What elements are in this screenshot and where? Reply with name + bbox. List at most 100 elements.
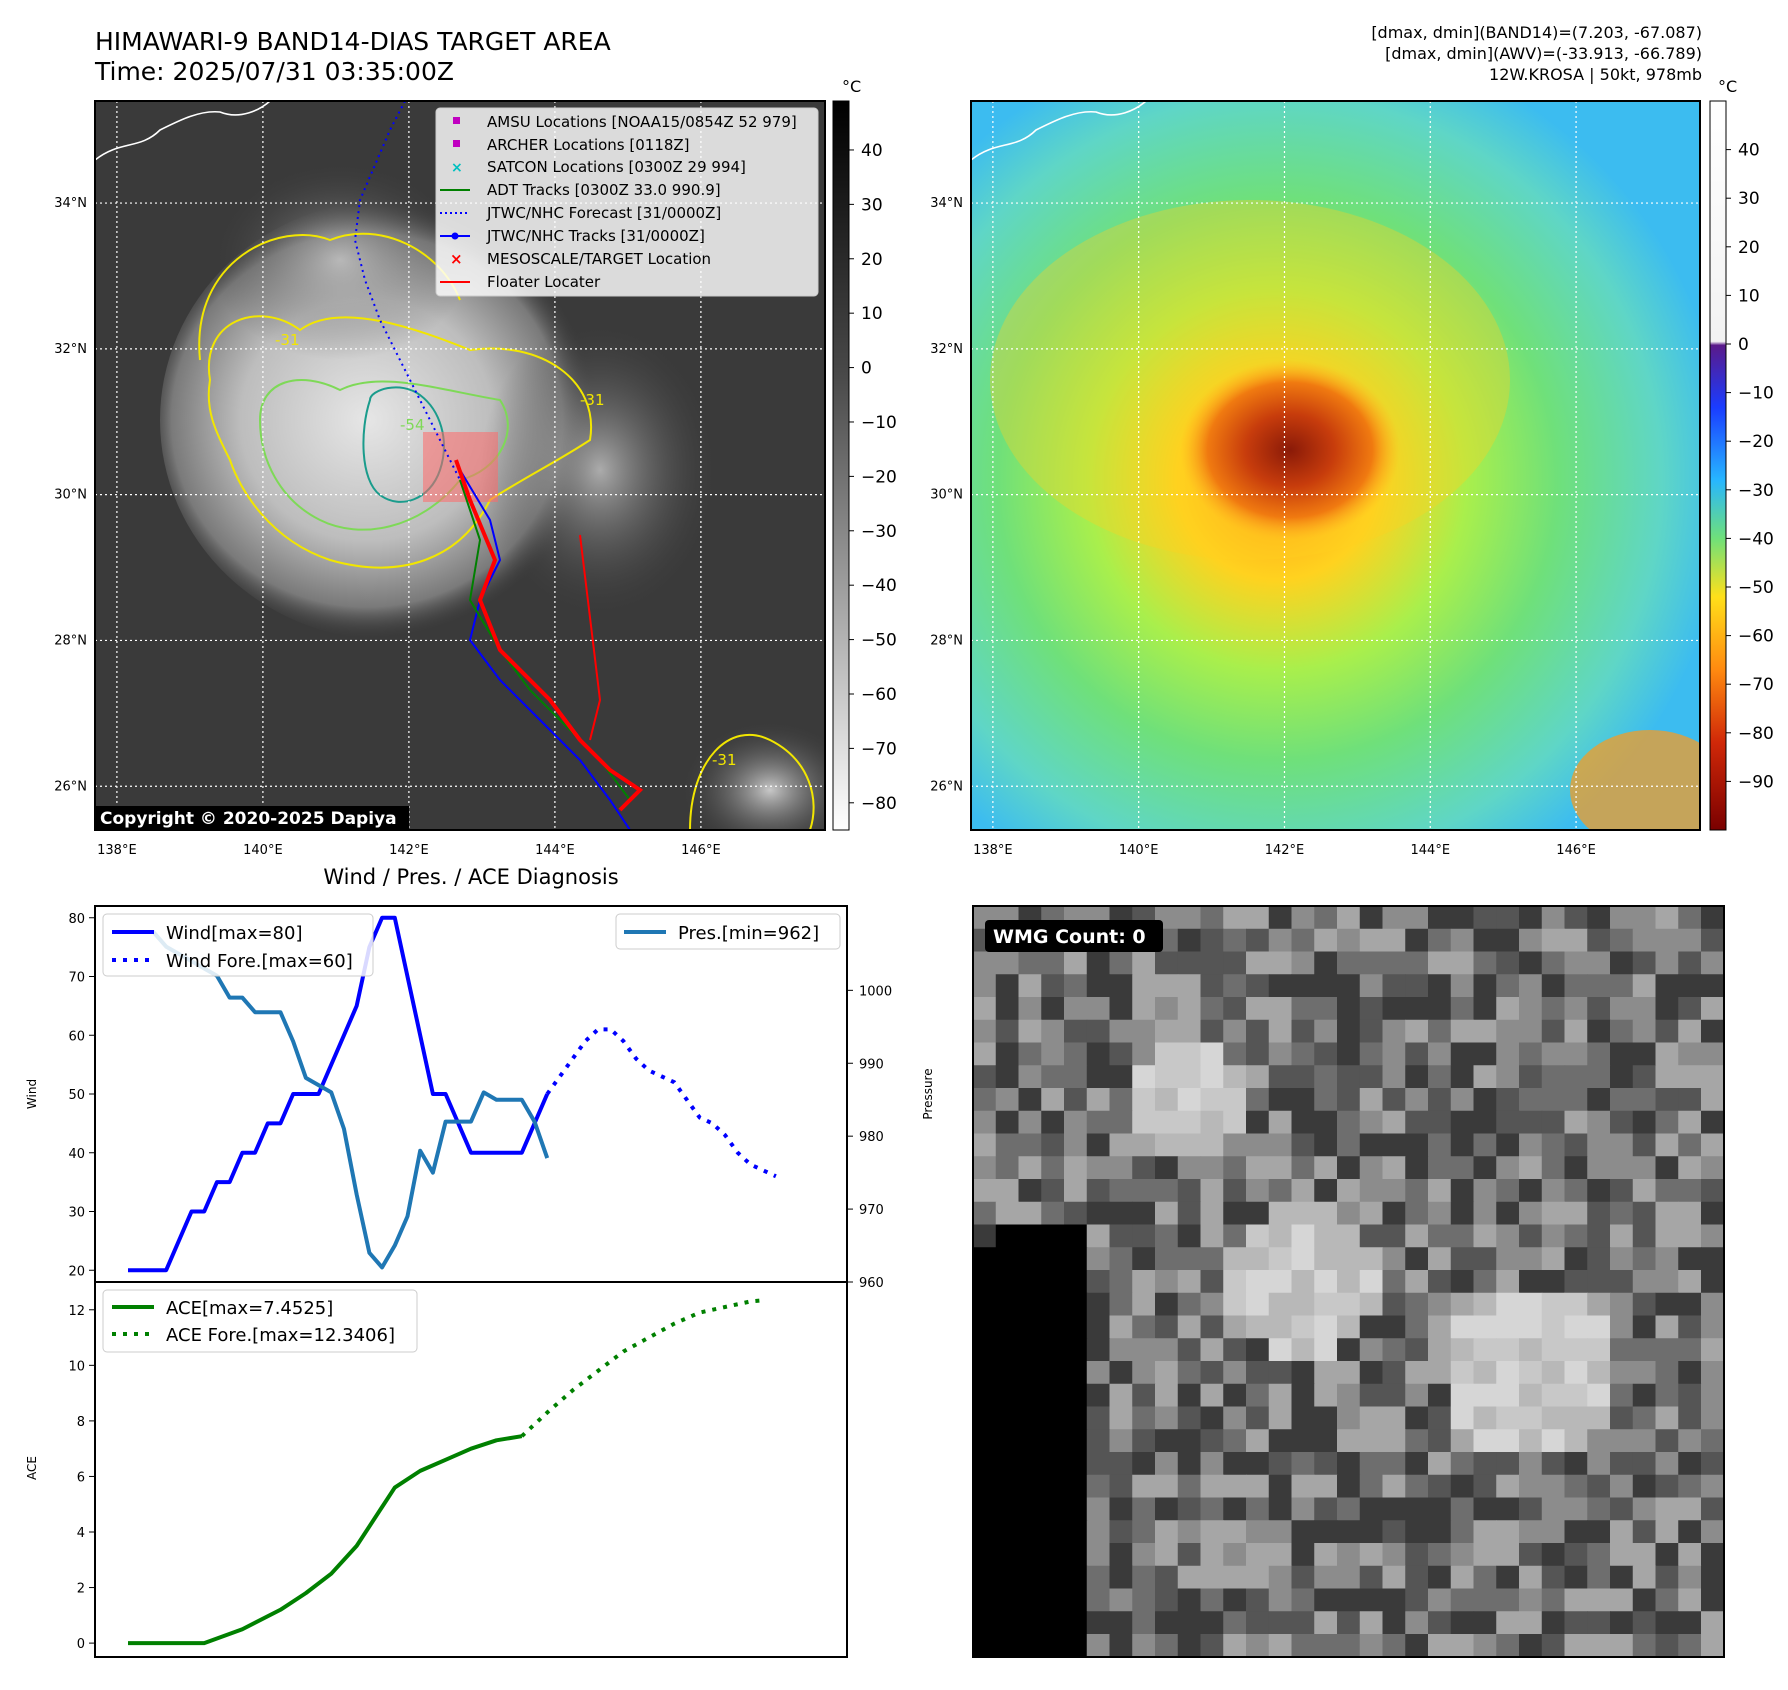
wmg-cell xyxy=(1041,1338,1065,1362)
wmg-cell xyxy=(1632,1019,1657,1044)
wmg-cell xyxy=(1587,1361,1611,1385)
wmg-cell xyxy=(1701,1156,1724,1180)
wmg-cell xyxy=(1587,1019,1611,1044)
wmg-cell xyxy=(1632,1042,1657,1066)
wmg-cell xyxy=(1359,1565,1384,1590)
wmg-cell xyxy=(1359,1520,1384,1544)
pressure-ytick-label: 960 xyxy=(859,1276,884,1291)
wmg-cell xyxy=(1610,1088,1634,1112)
wmg-cell xyxy=(1655,1474,1679,1499)
wmg-cell xyxy=(1109,1224,1133,1248)
wmg-cell xyxy=(1086,1588,1111,1612)
wmg-cell xyxy=(1268,1588,1293,1612)
wmg-frame xyxy=(972,905,1725,1658)
contour-label-4: -31 xyxy=(712,751,737,769)
wmg-cell xyxy=(1155,1429,1179,1453)
wmg-cell xyxy=(1064,997,1088,1021)
wmg-cell xyxy=(1655,1543,1679,1567)
wmg-cell xyxy=(1337,951,1361,975)
wmg-cell xyxy=(1701,1543,1724,1567)
wmg-cell xyxy=(1564,1156,1588,1180)
wmg-cell xyxy=(1291,1315,1315,1339)
wmg-cell xyxy=(1086,974,1111,998)
wmg-cell xyxy=(1337,1338,1361,1362)
wmg-cell xyxy=(1382,1588,1406,1612)
wmg-cell xyxy=(1632,1201,1657,1226)
wmg-cell xyxy=(1223,1497,1247,1521)
wmg-cell xyxy=(1200,1315,1224,1339)
wmg-cell xyxy=(1587,1497,1611,1521)
wmg-cell xyxy=(1359,1292,1384,1317)
wmg-cell xyxy=(1223,951,1247,975)
wmg-cell xyxy=(1632,1292,1657,1317)
wmg-cell xyxy=(1064,1179,1088,1203)
wmg-cell xyxy=(1041,1201,1065,1226)
wmg-cell xyxy=(1678,1361,1702,1385)
wmg-cell xyxy=(1428,1019,1452,1044)
wmg-cell xyxy=(1610,1019,1634,1044)
wmg-cell xyxy=(1314,1611,1338,1635)
contour-label-3: -31 xyxy=(580,391,605,409)
wmg-cell xyxy=(1610,1406,1634,1430)
wmg-cell xyxy=(1541,1634,1566,1657)
wmg-cell xyxy=(1314,1497,1338,1521)
wmg-cell xyxy=(1701,1497,1724,1521)
wmg-cell xyxy=(1086,1361,1111,1385)
wmg-cell xyxy=(1132,1588,1156,1612)
wmg-cell xyxy=(1678,1611,1702,1635)
wmg-cell xyxy=(1405,1110,1429,1135)
wmg-cell xyxy=(1359,1497,1384,1521)
wmg-cell xyxy=(1337,1474,1361,1499)
wmg-cell xyxy=(1405,906,1429,930)
ir-cb-tick-label: 40 xyxy=(861,141,883,161)
wmg-cell xyxy=(1155,1611,1179,1635)
wmg-cell xyxy=(995,1543,1020,1567)
wmg-cell xyxy=(1223,1474,1247,1499)
wmg-cell xyxy=(1132,1520,1156,1544)
wmg-cell xyxy=(1200,1179,1224,1203)
wmg-cell xyxy=(1610,906,1634,930)
wmg-cell xyxy=(1018,1133,1042,1157)
pressure-ytick-label: 1000 xyxy=(859,984,892,999)
wmg-cell xyxy=(1223,1315,1247,1339)
wmg-cell xyxy=(1018,1429,1042,1453)
wmg-cell xyxy=(1314,1042,1338,1066)
wmg-cell xyxy=(1473,928,1497,953)
wmg-cell xyxy=(1200,1224,1224,1248)
wmg-cell xyxy=(995,1565,1020,1590)
wmg-cell xyxy=(1610,1201,1634,1226)
wmg-cell xyxy=(1655,1179,1679,1203)
wmg-cell xyxy=(1200,1156,1224,1180)
wmg-cell xyxy=(1405,1270,1429,1294)
wmg-cell xyxy=(1246,997,1270,1021)
wmg-cell xyxy=(1086,1110,1111,1135)
wmg-cell xyxy=(973,1497,997,1521)
wmg-cell xyxy=(1496,906,1520,930)
wmg-cell xyxy=(995,1292,1020,1317)
wmg-cell xyxy=(1086,1315,1111,1339)
wmg-cell xyxy=(1268,906,1293,930)
wmg-cell xyxy=(1428,997,1452,1021)
wmg-cell xyxy=(1155,1383,1179,1408)
wmg-cell xyxy=(1473,1224,1497,1248)
wmg-cell xyxy=(973,951,997,975)
ace-ytick-label: 6 xyxy=(77,1470,85,1485)
wmg-cell xyxy=(1382,997,1406,1021)
wmg-cell xyxy=(1473,1520,1497,1544)
wmg-cell xyxy=(995,1110,1020,1135)
wmg-cell xyxy=(1155,1338,1179,1362)
wmg-cell xyxy=(1541,1383,1566,1408)
wmg-cell xyxy=(1018,1338,1042,1362)
wmg-cell xyxy=(1314,906,1338,930)
wmg-cell xyxy=(1359,1270,1384,1294)
wmg-cell xyxy=(1109,1383,1133,1408)
wmg-cell xyxy=(1132,1179,1156,1203)
wmg-cell xyxy=(1337,1634,1361,1657)
wmg-cell xyxy=(1382,1634,1406,1657)
wmg-cell xyxy=(973,1065,997,1089)
wmg-cell xyxy=(1450,1179,1475,1203)
wmg-cell xyxy=(1678,1292,1702,1317)
wmg-cell xyxy=(1291,1338,1315,1362)
wmg-cell xyxy=(1428,1611,1452,1635)
awv-cb-tick-label: −60 xyxy=(1738,627,1774,647)
